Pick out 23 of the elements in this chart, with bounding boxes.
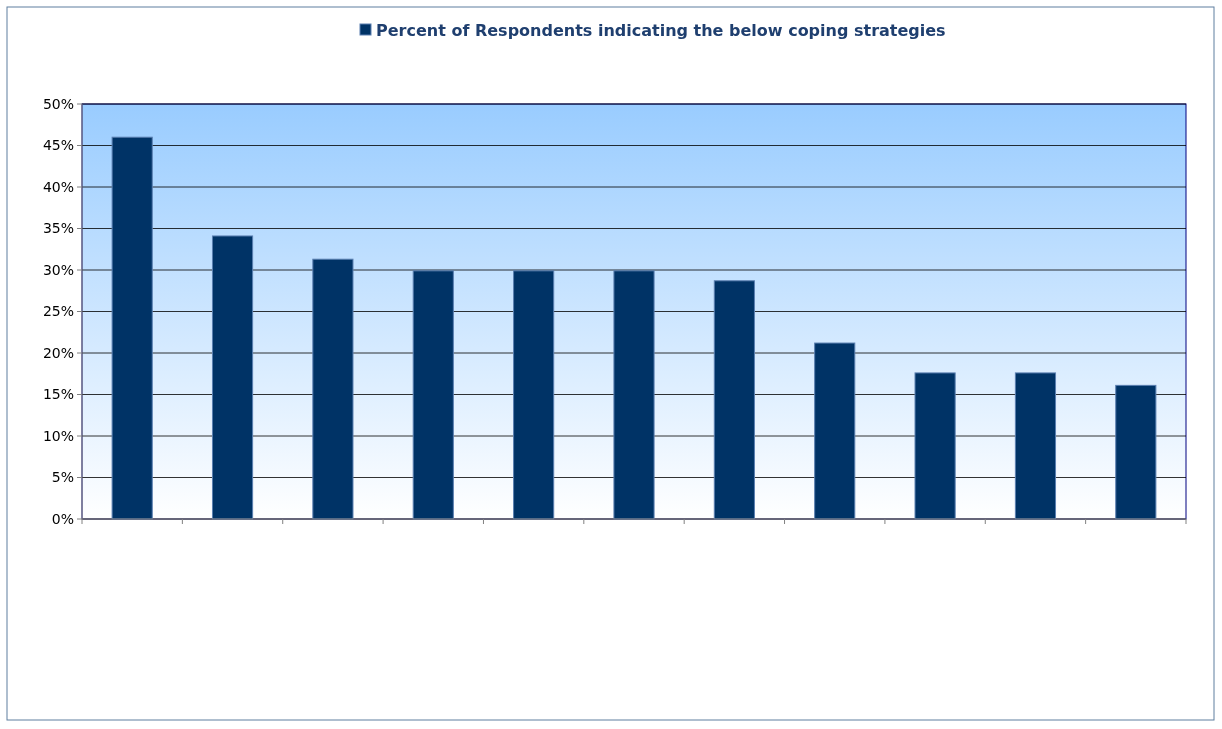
bar xyxy=(814,342,856,520)
y-tick-label: 0% xyxy=(51,510,74,527)
legend-label: Percent of Respondents indicating the below coping strategies xyxy=(376,20,946,40)
y-tick-label: 5% xyxy=(51,469,74,486)
bar xyxy=(111,136,153,520)
y-tick-label: 35% xyxy=(42,220,74,237)
bar xyxy=(312,258,354,520)
bar xyxy=(211,235,254,520)
bar xyxy=(713,280,755,520)
y-tick-label: 20% xyxy=(42,344,74,361)
bar xyxy=(513,270,555,520)
y-tick-label: 15% xyxy=(42,386,74,403)
y-tick-label: 10% xyxy=(42,427,74,444)
bar xyxy=(1014,372,1057,520)
bar xyxy=(613,270,655,520)
y-tick-label: 25% xyxy=(42,303,74,320)
y-tick-label: 50% xyxy=(42,95,74,112)
y-tick-label: 40% xyxy=(42,178,74,195)
y-tick-label: 45% xyxy=(42,137,74,154)
bar xyxy=(412,270,454,520)
bar xyxy=(914,372,956,520)
bar xyxy=(1115,384,1157,520)
y-tick-label: 30% xyxy=(42,261,74,278)
